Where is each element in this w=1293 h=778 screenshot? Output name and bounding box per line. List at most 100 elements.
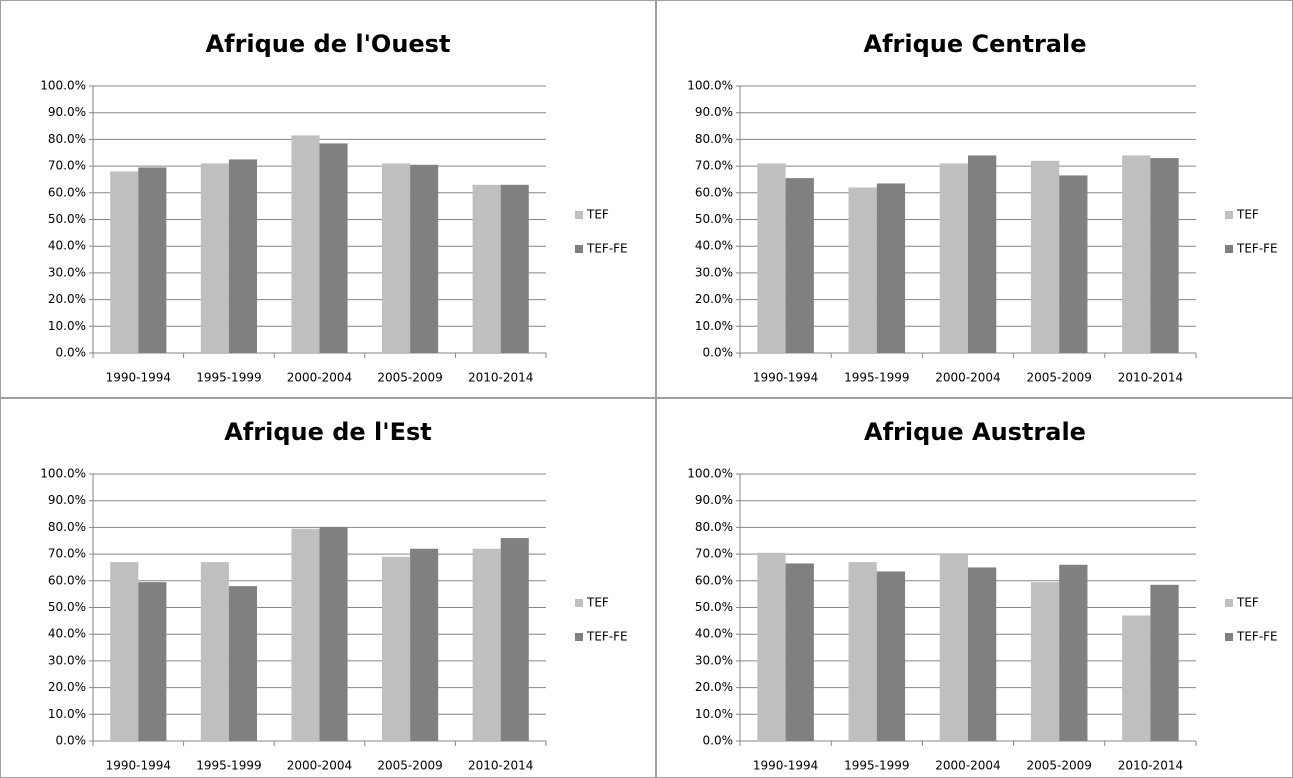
legend-label: TEF-FE [1236, 630, 1278, 644]
y-tick-label: 30.0% [48, 265, 86, 279]
x-tick-label: 1995-1999 [844, 759, 909, 773]
x-tick-label: 2010-2014 [468, 759, 533, 773]
bar [1059, 175, 1088, 353]
legend-label: TEF-FE [1236, 242, 1278, 256]
bar [138, 167, 167, 353]
bar [848, 562, 877, 741]
bar [319, 143, 348, 353]
bar [1059, 564, 1088, 741]
x-tick-label: 2000-2004 [287, 759, 352, 773]
bar [228, 586, 257, 741]
bar [500, 538, 529, 741]
chart-title: Afrique de l'Ouest [206, 30, 451, 58]
x-tick-label: 2010-2014 [1118, 759, 1183, 773]
x-tick-label: 2005-2009 [377, 371, 442, 385]
chart-title: Afrique Centrale [864, 30, 1087, 58]
bar [382, 163, 411, 353]
bar [200, 163, 229, 353]
bar [500, 184, 529, 353]
bar [291, 135, 320, 353]
x-tick-label: 2005-2009 [377, 759, 442, 773]
y-tick-label: 50.0% [48, 212, 86, 226]
legend-swatch [1225, 211, 1233, 219]
bar [228, 159, 257, 353]
y-tick-label: 30.0% [695, 653, 733, 667]
y-tick-label: 40.0% [695, 239, 733, 253]
y-tick-label: 50.0% [695, 212, 733, 226]
legend-label: TEF-FE [586, 242, 628, 256]
y-tick-label: 70.0% [695, 159, 733, 173]
y-tick-label: 10.0% [48, 707, 86, 721]
bar [472, 184, 501, 353]
y-tick-label: 100.0% [40, 79, 86, 93]
y-tick-label: 0.0% [703, 734, 734, 748]
y-tick-label: 100.0% [40, 467, 86, 481]
bar [1122, 615, 1151, 741]
y-tick-label: 100.0% [687, 467, 733, 481]
bar [876, 183, 906, 353]
bar [1030, 582, 1060, 741]
legend-label: TEF [586, 596, 609, 610]
bar [1150, 158, 1179, 353]
legend-swatch [1225, 599, 1233, 607]
y-tick-label: 40.0% [48, 239, 86, 253]
bar [110, 171, 139, 353]
bar [138, 582, 167, 741]
bar [968, 567, 997, 741]
y-tick-label: 50.0% [48, 600, 86, 614]
y-tick-label: 10.0% [48, 319, 86, 333]
x-tick-label: 2000-2004 [935, 371, 1000, 385]
y-tick-label: 0.0% [703, 346, 734, 360]
y-tick-label: 20.0% [695, 680, 733, 694]
y-tick-label: 30.0% [695, 265, 733, 279]
x-tick-label: 1995-1999 [196, 759, 261, 773]
y-tick-label: 10.0% [695, 319, 733, 333]
chart-title: Afrique de l'Est [224, 418, 432, 446]
x-tick-label: 1995-1999 [844, 371, 909, 385]
legend-label: TEF [586, 208, 609, 222]
legend-label: TEF [1236, 596, 1259, 610]
y-tick-label: 40.0% [48, 627, 86, 641]
bar [968, 155, 997, 353]
y-tick-label: 20.0% [48, 680, 86, 694]
chart-title: Afrique Australe [864, 418, 1086, 446]
y-tick-label: 10.0% [695, 707, 733, 721]
bar [757, 552, 786, 741]
y-tick-label: 20.0% [695, 292, 733, 306]
y-tick-label: 40.0% [695, 627, 733, 641]
x-tick-label: 2005-2009 [1026, 759, 1091, 773]
legend-swatch [1225, 245, 1233, 253]
bar [410, 548, 439, 741]
y-tick-label: 0.0% [56, 734, 87, 748]
y-tick-label: 60.0% [695, 185, 733, 199]
x-tick-label: 1990-1994 [106, 371, 171, 385]
bar [757, 163, 786, 353]
legend-swatch [575, 245, 583, 253]
y-tick-label: 100.0% [687, 79, 733, 93]
bar [785, 563, 814, 741]
bar [291, 528, 320, 741]
y-tick-label: 70.0% [695, 547, 733, 561]
x-tick-label: 2000-2004 [287, 371, 352, 385]
bar [876, 571, 906, 741]
bar [110, 562, 139, 741]
x-tick-label: 2010-2014 [1118, 371, 1183, 385]
y-tick-label: 80.0% [695, 520, 733, 534]
bar [1150, 584, 1179, 741]
legend-label: TEF-FE [586, 630, 628, 644]
legend-label: TEF [1236, 208, 1259, 222]
y-tick-label: 90.0% [695, 105, 733, 119]
bar [472, 548, 501, 741]
y-tick-label: 20.0% [48, 292, 86, 306]
y-tick-label: 90.0% [695, 493, 733, 507]
y-tick-label: 50.0% [695, 600, 733, 614]
y-tick-label: 30.0% [48, 653, 86, 667]
bar [848, 187, 877, 353]
x-tick-label: 1990-1994 [753, 371, 818, 385]
legend-swatch [575, 211, 583, 219]
bar [200, 562, 229, 741]
y-tick-label: 60.0% [48, 185, 86, 199]
y-tick-label: 0.0% [56, 346, 87, 360]
y-tick-label: 90.0% [48, 493, 86, 507]
bar [1122, 155, 1151, 353]
